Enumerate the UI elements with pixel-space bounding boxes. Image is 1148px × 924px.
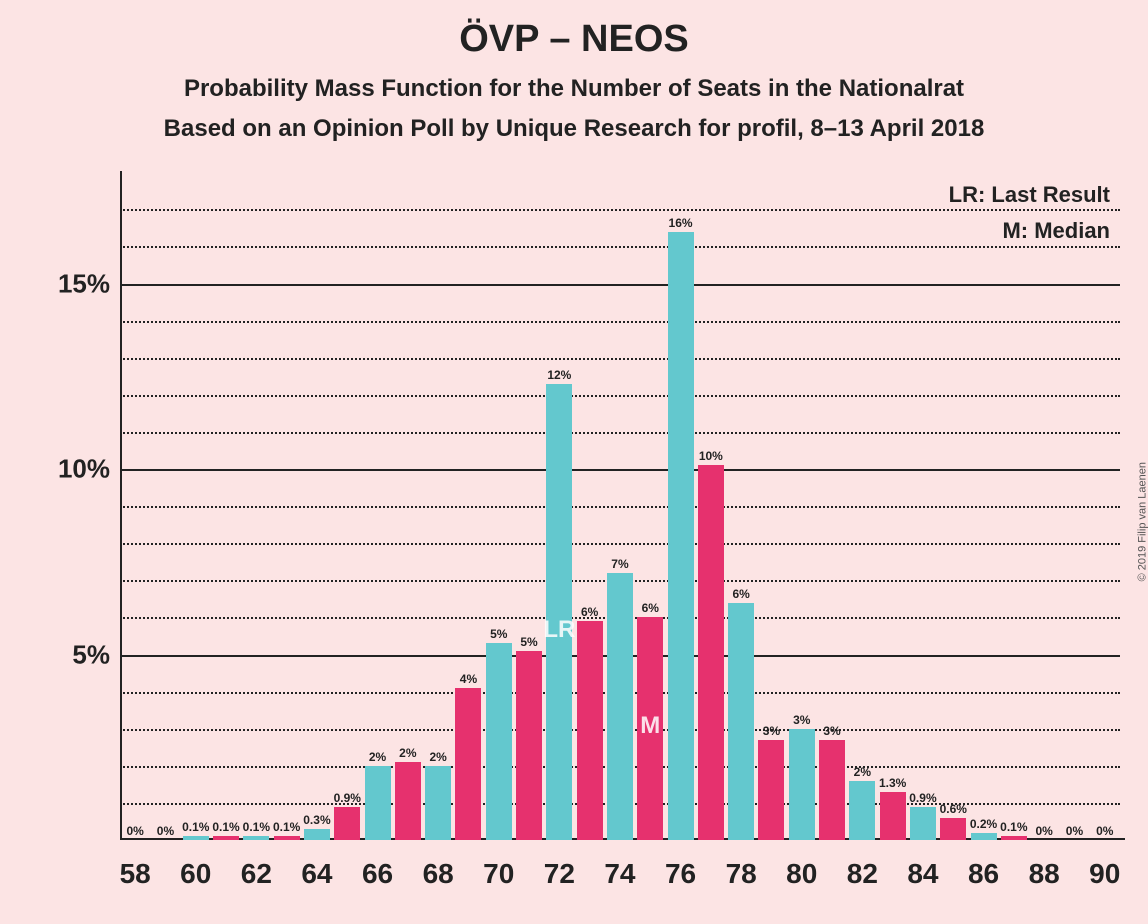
bar: 3% — [819, 740, 845, 840]
bar-value-label: 1.3% — [879, 776, 906, 792]
copyright-text: © 2019 Filip van Laenen — [1136, 462, 1148, 581]
x-tick-label: 58 — [120, 858, 151, 890]
x-tick-label: 60 — [180, 858, 211, 890]
bar-value-label: 0% — [157, 824, 174, 840]
bar: 2% — [365, 766, 391, 840]
bar-value-label: 0% — [126, 824, 143, 840]
bar-value-label: 0.1% — [243, 820, 270, 836]
bar-value-label: 3% — [793, 713, 810, 729]
bar: 0.2% — [971, 833, 997, 840]
x-tick-label: 68 — [423, 858, 454, 890]
x-tick-label: 80 — [786, 858, 817, 890]
bar-value-label: 5% — [520, 635, 537, 651]
bar-value-label: 0.1% — [212, 820, 239, 836]
x-tick-label: 78 — [726, 858, 757, 890]
bar: 12% — [546, 384, 572, 840]
bar: 6% — [577, 621, 603, 840]
x-tick-label: 62 — [241, 858, 272, 890]
bar-value-label: 5% — [490, 627, 507, 643]
bar-value-label: 3% — [763, 724, 780, 740]
bar-value-label: 10% — [699, 449, 723, 465]
bar: 6% — [728, 603, 754, 840]
bar-value-label: 12% — [547, 368, 571, 384]
x-tick-label: 88 — [1029, 858, 1060, 890]
x-tick-label: 86 — [968, 858, 999, 890]
bar: 16% — [668, 232, 694, 840]
bar: 0.1% — [274, 836, 300, 840]
x-tick-label: 66 — [362, 858, 393, 890]
bar: 0.1% — [243, 836, 269, 840]
bar: 0.6% — [940, 818, 966, 840]
x-tick-label: 72 — [544, 858, 575, 890]
bar-layer: 0%0%0.1%0.1%0.1%0.1%0.3%0.9%2%2%2%4%5%5%… — [120, 176, 1120, 840]
bar-value-label: 0.1% — [273, 820, 300, 836]
bar-value-label: 2% — [369, 750, 386, 766]
bar: 3% — [758, 740, 784, 840]
bar: 7% — [607, 573, 633, 840]
bar-value-label: 6% — [642, 601, 659, 617]
bar-value-label: 0% — [1096, 824, 1113, 840]
x-tick-label: 64 — [301, 858, 332, 890]
bar-value-label: 2% — [399, 746, 416, 762]
bar-value-label: 16% — [669, 216, 693, 232]
bar-value-label: 0.9% — [334, 791, 361, 807]
chart-title: ÖVP – NEOS — [0, 0, 1148, 61]
chart-subtitle-2: Based on an Opinion Poll by Unique Resea… — [0, 115, 1148, 143]
bar-value-label: 0% — [1035, 824, 1052, 840]
bar-value-label: 6% — [581, 605, 598, 621]
legend-median: M: Median — [1002, 218, 1110, 244]
bar-value-label: 0% — [1066, 824, 1083, 840]
bar-value-label: 0.2% — [970, 817, 997, 833]
legend-last-result: LR: Last Result — [949, 182, 1110, 208]
bar: 0.1% — [1001, 836, 1027, 840]
bar: 0.9% — [910, 807, 936, 840]
x-tick-label: 84 — [907, 858, 938, 890]
bar: 0.1% — [213, 836, 239, 840]
x-tick-label: 70 — [483, 858, 514, 890]
bar-value-label: 6% — [732, 587, 749, 603]
x-tick-label: 90 — [1089, 858, 1120, 890]
bar: 2% — [425, 766, 451, 840]
bar: 0.3% — [304, 829, 330, 840]
bar: 2% — [395, 762, 421, 840]
last-result-marker: LR — [543, 616, 575, 644]
bar: 4% — [455, 688, 481, 840]
bar-value-label: 0.3% — [303, 813, 330, 829]
x-tick-label: 76 — [665, 858, 696, 890]
median-marker: M — [640, 712, 660, 740]
bar: 0.1% — [183, 836, 209, 840]
bar-value-label: 0.6% — [940, 802, 967, 818]
bar: 3% — [789, 729, 815, 840]
bar: 1.3% — [880, 792, 906, 840]
bar-value-label: 7% — [611, 557, 628, 573]
bar: 10% — [698, 465, 724, 840]
bar: 5% — [516, 651, 542, 840]
bar: 0.9% — [334, 807, 360, 840]
y-tick-label: 10% — [58, 454, 110, 485]
chart-subtitle-1: Probability Mass Function for the Number… — [0, 75, 1148, 103]
bar-value-label: 0.9% — [909, 791, 936, 807]
chart-plot-area: 5%10%15% 0%0%0.1%0.1%0.1%0.1%0.3%0.9%2%2… — [120, 176, 1120, 840]
bar-value-label: 2% — [854, 765, 871, 781]
bar-value-label: 2% — [429, 750, 446, 766]
y-tick-label: 5% — [72, 639, 110, 670]
x-tick-label: 74 — [604, 858, 635, 890]
bar-value-label: 0.1% — [182, 820, 209, 836]
bar-value-label: 4% — [460, 672, 477, 688]
bar: 2% — [849, 781, 875, 840]
y-tick-label: 15% — [58, 268, 110, 299]
bar: 5% — [486, 643, 512, 840]
x-tick-label: 82 — [847, 858, 878, 890]
bar-value-label: 0.1% — [1000, 820, 1027, 836]
bar-value-label: 3% — [823, 724, 840, 740]
